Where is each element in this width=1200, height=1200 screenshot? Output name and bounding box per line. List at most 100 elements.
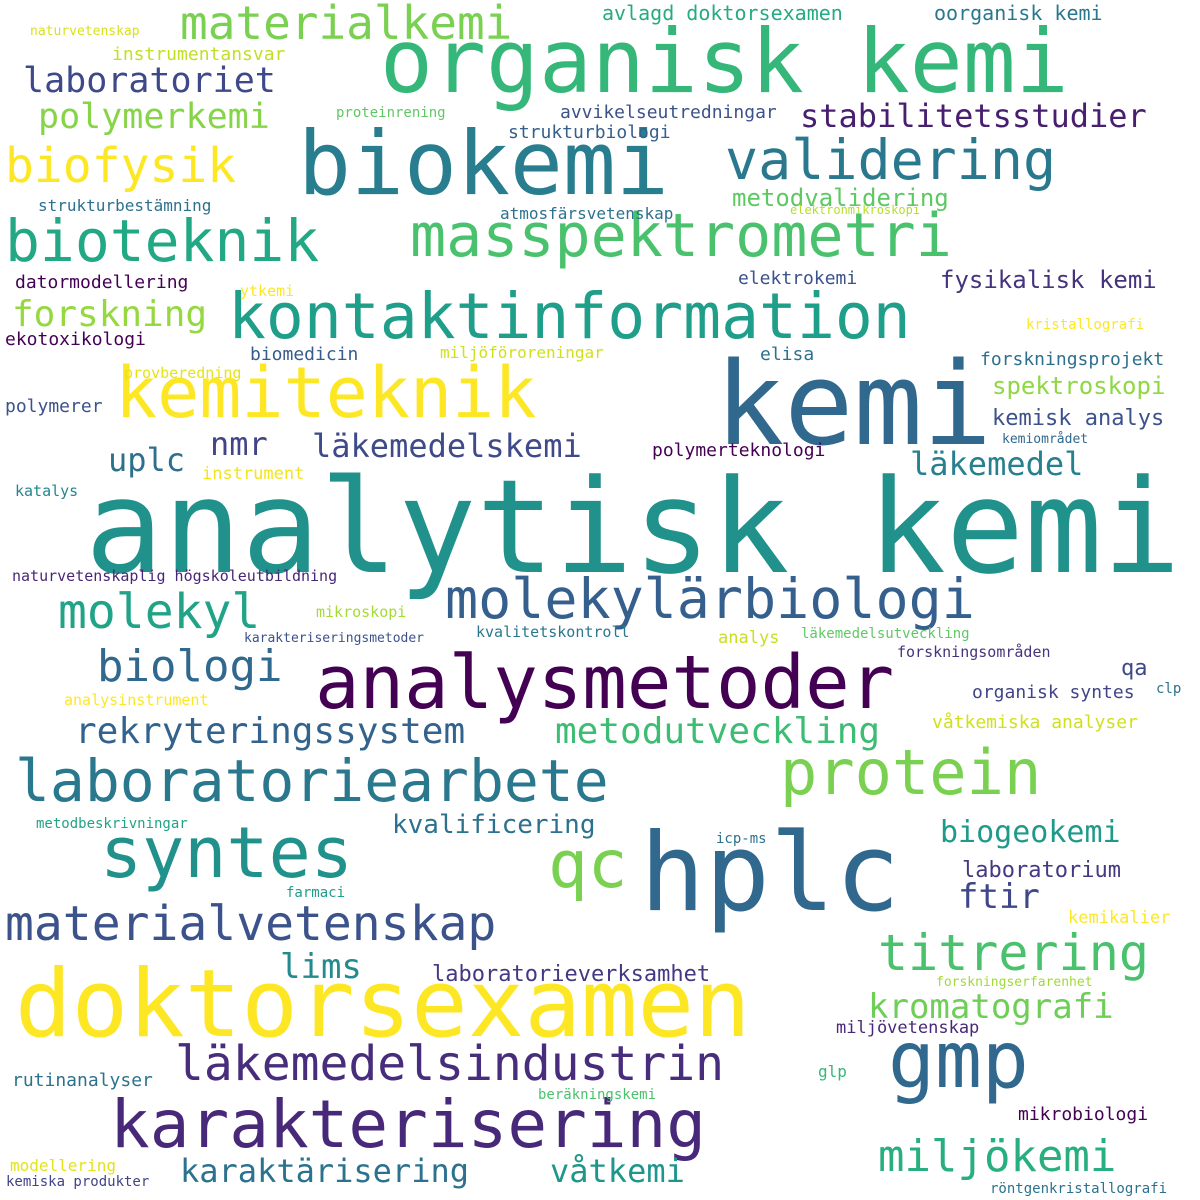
cloud-word: stabilitetsstudier (800, 97, 1147, 135)
cloud-word: biologi (97, 641, 283, 692)
cloud-word: kemi (715, 338, 992, 472)
cloud-word: laboratoriet (23, 61, 276, 101)
cloud-word: naturvetenskaplig högskoleutbildning (12, 567, 338, 585)
cloud-word: syntes (100, 812, 353, 894)
cloud-word: polymerkemi (38, 97, 270, 137)
cloud-word: strukturbiologi (508, 122, 671, 143)
cloud-word: läkemedelsindustrin (175, 1036, 725, 1092)
cloud-word: analytisk kemi (85, 451, 1181, 603)
cloud-word: elektrokemi (738, 268, 858, 289)
cloud-word: fysikalisk kemi (940, 266, 1157, 294)
cloud-word: kvalitetskontroll (476, 623, 630, 641)
cloud-word: clp (1156, 681, 1182, 697)
cloud-word: nmr (210, 425, 268, 463)
cloud-word: ytkemi (240, 282, 295, 300)
cloud-word: strukturbestämning (38, 196, 212, 215)
cloud-word: avvikelseutredningar (560, 102, 777, 123)
cloud-word: karakterisering (110, 1086, 707, 1163)
cloud-word: forskning (12, 294, 208, 335)
cloud-word: provberedning (124, 364, 242, 382)
cloud-word: läkemedelsutveckling (801, 626, 970, 642)
cloud-word: laboratorieverksamhet (432, 962, 711, 987)
cloud-word: validering (725, 128, 1057, 192)
cloud-word: kemiteknik (115, 352, 537, 434)
cloud-word: avlagd doktorsexamen (602, 1, 843, 25)
cloud-word: beräkningskemi (538, 1087, 657, 1103)
cloud-word: biokemi (298, 112, 669, 215)
cloud-word: våtkemiska analyser (932, 712, 1138, 733)
cloud-word: biofysik (5, 138, 237, 194)
cloud-word: datormodellering (15, 272, 189, 293)
cloud-word: miljövetenskap (836, 1018, 980, 1038)
cloud-word: molekylärbiologi (445, 567, 975, 631)
cloud-word: analysmetoder (315, 640, 895, 726)
cloud-word: gmp (888, 1016, 1029, 1106)
cloud-word: rutinanalyser (12, 1070, 153, 1091)
cloud-word: ftir (958, 877, 1040, 917)
cloud-word: kemiska produkter (6, 1174, 150, 1190)
cloud-word: forskningserfarenhet (936, 975, 1093, 990)
cloud-word: metodvalidering (732, 184, 949, 212)
cloud-word: röntgenkristallografi (990, 1181, 1168, 1197)
cloud-word: organisk syntes (972, 682, 1135, 703)
cloud-word: molekyl (58, 584, 261, 640)
cloud-word: läkemedel (910, 445, 1084, 483)
cloud-word: instrumentansvar (112, 44, 286, 65)
cloud-word: biogeokemi (940, 815, 1121, 850)
cloud-word: materialvetenskap (5, 896, 497, 952)
cloud-word: kemisk analys (992, 406, 1165, 431)
cloud-word: instrument (202, 464, 305, 484)
cloud-word: analysinstrument (64, 691, 209, 709)
cloud-word: laboratoriearbete (15, 747, 609, 815)
cloud-word: glp (818, 1062, 847, 1081)
cloud-word: forskningsprojekt (980, 349, 1165, 370)
cloud-word: icp-ms (716, 831, 767, 847)
cloud-word: läkemedelskemi (312, 427, 582, 465)
cloud-word: kromatografi (868, 987, 1114, 1027)
cloud-word: uplc (108, 441, 186, 479)
cloud-word: kemikalier (1068, 908, 1171, 928)
cloud-word: kemiområdet (1002, 432, 1089, 447)
cloud-word: proteinrening (336, 105, 446, 121)
cloud-word: miljökemi (878, 1131, 1117, 1182)
cloud-word: spektroskopi (992, 372, 1166, 400)
cloud-word: bioteknik (5, 207, 320, 275)
cloud-word: organisk kemi (380, 10, 1069, 113)
cloud-word: mikroskopi (316, 603, 407, 621)
cloud-word: qa (1121, 656, 1148, 681)
cloud-word: farmaci (286, 885, 346, 901)
cloud-word: lims (280, 947, 362, 987)
cloud-word: kontaktinformation (228, 280, 911, 353)
cloud-word: qc (548, 826, 628, 903)
cloud-word: biomedicin (250, 344, 359, 365)
cloud-word: katalys (15, 482, 79, 500)
cloud-word: analys (718, 628, 780, 648)
cloud-word: kvalificering (392, 810, 596, 840)
cloud-word: protein (780, 736, 1042, 809)
cloud-word: oorganisk kemi (934, 1, 1103, 25)
cloud-word: masspektrometri (410, 201, 952, 271)
cloud-word: forskningsområden (897, 643, 1051, 661)
cloud-word: materialkemi (180, 0, 513, 50)
cloud-word: mikrobiologi (1018, 1104, 1149, 1125)
cloud-word: elektronmikroskopi (790, 203, 921, 217)
cloud-word: ekotoxikologi (5, 329, 146, 350)
cloud-word: laboratorium (962, 858, 1121, 883)
cloud-word: karakteriseringsmetoder (244, 631, 425, 646)
cloud-word: karaktärisering (180, 1152, 469, 1190)
cloud-word: miljöföroreningar (440, 343, 604, 362)
cloud-word: modellering (10, 1156, 116, 1175)
cloud-word: naturvetenskap (30, 24, 140, 39)
cloud-word: polymerteknologi (652, 440, 826, 461)
cloud-word: titrering (878, 924, 1149, 982)
cloud-word: doktorsexamen (15, 950, 751, 1059)
cloud-word: rekryteringssystem (75, 711, 466, 752)
cloud-word: atmosfärsvetenskap (500, 204, 674, 223)
cloud-word: våtkemi (550, 1152, 685, 1190)
cloud-word: elisa (760, 344, 815, 365)
cloud-word: metodutveckling (555, 711, 881, 752)
cloud-word: kristallografi (1026, 317, 1145, 333)
cloud-word: polymerer (5, 396, 103, 417)
cloud-word: hplc (640, 811, 901, 936)
